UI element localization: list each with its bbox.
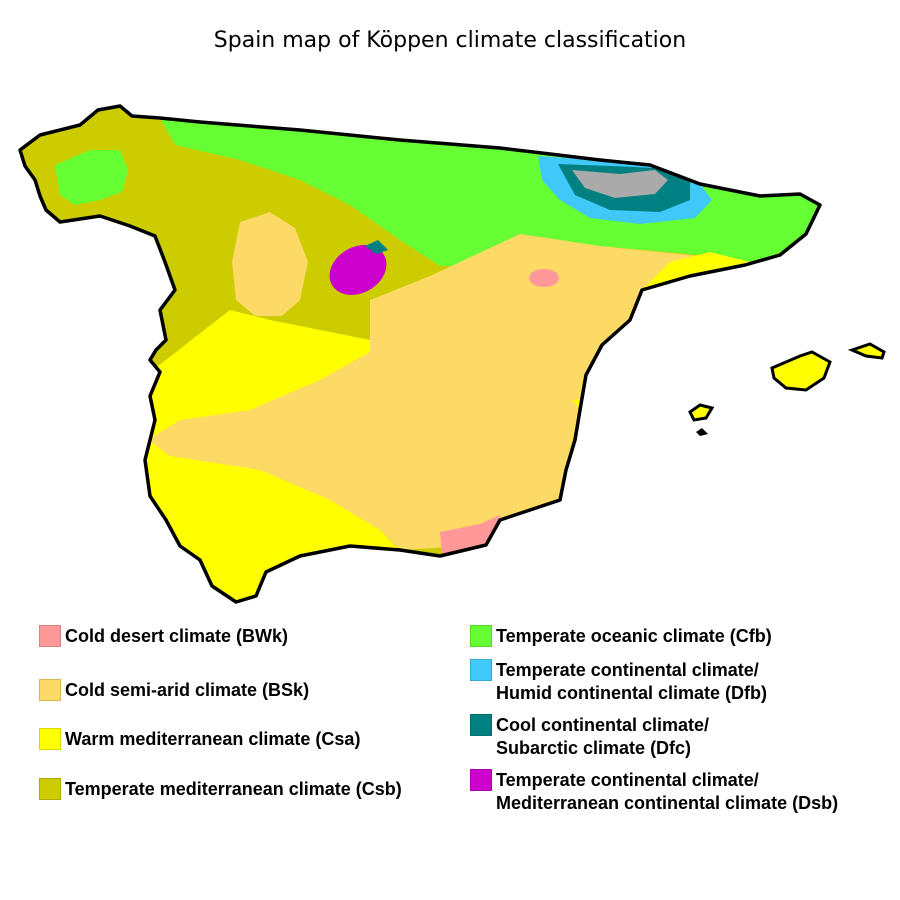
island-ibiza [688, 403, 715, 422]
legend-label: Temperate mediterranean climate (Csb) [65, 779, 402, 799]
region-cfb-galicia [55, 150, 128, 205]
legend-item-dsb: Temperate continental climate/Mediterran… [470, 769, 838, 815]
region-bwk-southeast [440, 515, 500, 556]
island-mallorca [770, 350, 832, 392]
legend-item-cfb: Temperate oceanic climate (Cfb) [470, 625, 772, 648]
region-dsb [329, 245, 387, 295]
region-unclassified-peaks [572, 170, 668, 198]
legend-label: Temperate continental climate/ [496, 660, 759, 680]
map-title: Spain map of Köppen climate classificati… [213, 28, 687, 53]
legend-label: Mediterranean continental climate (Dsb) [496, 793, 839, 813]
legend-label: Cool continental climate/ [496, 715, 710, 735]
legend-item-dfc: Cool continental climate/Subarctic clima… [470, 714, 709, 760]
legend-label: Subarctic climate (Dfc) [496, 738, 692, 758]
legend-item-csa: Warm mediterranean climate (Csa) [39, 728, 360, 751]
legend-item-dfb: Temperate continental climate/Humid cont… [470, 659, 767, 705]
legend-item-bsk: Cold semi-arid climate (BSk) [39, 679, 309, 702]
legend-label: Temperate continental climate/ [496, 770, 759, 790]
legend-swatch [39, 679, 61, 701]
legend-item-bwk: Cold desert climate (BWk) [39, 625, 288, 648]
region-dfc-small [365, 240, 388, 254]
island-formentera [696, 428, 708, 436]
legend-label: Humid continental climate (Dfb) [496, 683, 768, 703]
legend-swatch [470, 769, 492, 791]
legend-swatch [39, 778, 61, 800]
legend-label: Cold semi-arid climate (BSk) [65, 680, 310, 700]
legend-swatch [470, 625, 492, 647]
spain-map [18, 104, 886, 604]
region-bsk-central [148, 234, 745, 550]
legend-swatch [39, 625, 61, 647]
legend-label: Temperate oceanic climate (Cfb) [496, 626, 772, 646]
region-bsk-north [232, 212, 308, 316]
legend-swatch [470, 659, 492, 681]
legend-item-csb: Temperate mediterranean climate (Csb) [39, 778, 402, 801]
legend-swatch [39, 728, 61, 750]
legend-swatch [470, 714, 492, 736]
legend-label: Warm mediterranean climate (Csa) [65, 729, 361, 749]
region-bwk-north [529, 269, 559, 287]
island-menorca [847, 342, 886, 360]
legend-label: Cold desert climate (BWk) [65, 626, 289, 646]
